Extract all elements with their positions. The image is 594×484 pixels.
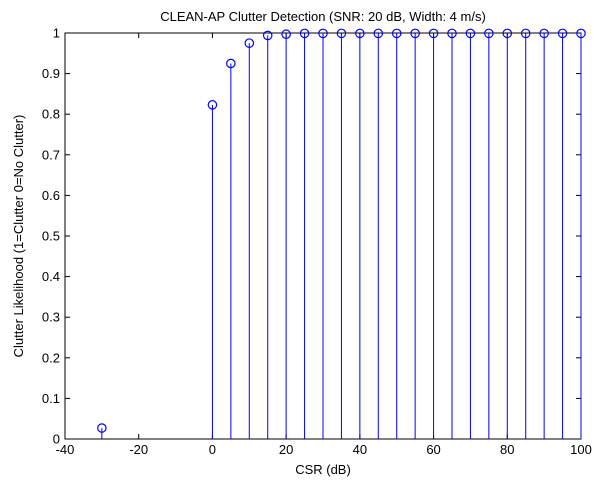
stem-marker <box>502 28 513 39</box>
y-tick-label: 0.8 <box>42 107 60 122</box>
x-axis-label: CSR (dB) <box>295 462 351 477</box>
stem-marker <box>355 28 365 39</box>
stem-marker <box>207 100 218 110</box>
stem-marker <box>447 28 457 39</box>
x-tick-label: 0 <box>209 442 216 457</box>
y-tick-label: 0.3 <box>42 310 60 325</box>
stem-marker <box>465 28 476 39</box>
y-tick-label: 0.5 <box>42 229 60 244</box>
stem-marker <box>576 28 586 39</box>
data-series <box>97 28 586 439</box>
y-tick-label: 0.4 <box>42 269 60 284</box>
y-tick-label: 0.7 <box>42 147 60 162</box>
stem-marker <box>520 28 531 39</box>
x-tick-label: -40 <box>56 442 75 457</box>
stem-marker <box>484 28 494 39</box>
x-tick-label: -20 <box>129 442 148 457</box>
stem-marker <box>318 28 328 39</box>
y-tick-label: 1 <box>53 26 60 41</box>
x-tick-label: 100 <box>570 442 592 457</box>
x-tick-label: 20 <box>279 442 293 457</box>
stem-marker <box>557 28 568 39</box>
stem-marker <box>410 28 420 39</box>
x-tick-label: 40 <box>353 442 367 457</box>
y-tick-label: 0 <box>53 432 60 447</box>
x-tick-label: 80 <box>500 442 514 457</box>
stem-marker <box>97 423 107 433</box>
y-tick-label: 0.6 <box>42 188 60 203</box>
y-tick-label: 0.1 <box>42 391 60 406</box>
stem-marker <box>244 38 255 48</box>
y-axis: 0 0.1 0.2 0.3 0.4 0.5 0.6 0.7 0.8 0.9 1 <box>42 26 581 447</box>
stem-marker <box>336 28 347 39</box>
x-tick-label: 60 <box>426 442 440 457</box>
stem-marker <box>262 30 273 41</box>
stem-marker <box>373 28 384 39</box>
stem-marker <box>391 28 402 39</box>
stem-marker <box>226 58 236 69</box>
y-tick-label: 0.9 <box>42 66 60 81</box>
stem-marker <box>428 28 439 39</box>
y-axis-label: Clutter Likelihood (1=Clutter 0=No Clutt… <box>11 115 26 358</box>
stem-marker <box>299 28 310 39</box>
chart-title: CLEAN-AP Clutter Detection (SNR: 20 dB, … <box>160 9 486 24</box>
stem-marker <box>281 29 291 40</box>
y-tick-label: 0.2 <box>42 350 60 365</box>
stem-marker <box>539 28 549 39</box>
